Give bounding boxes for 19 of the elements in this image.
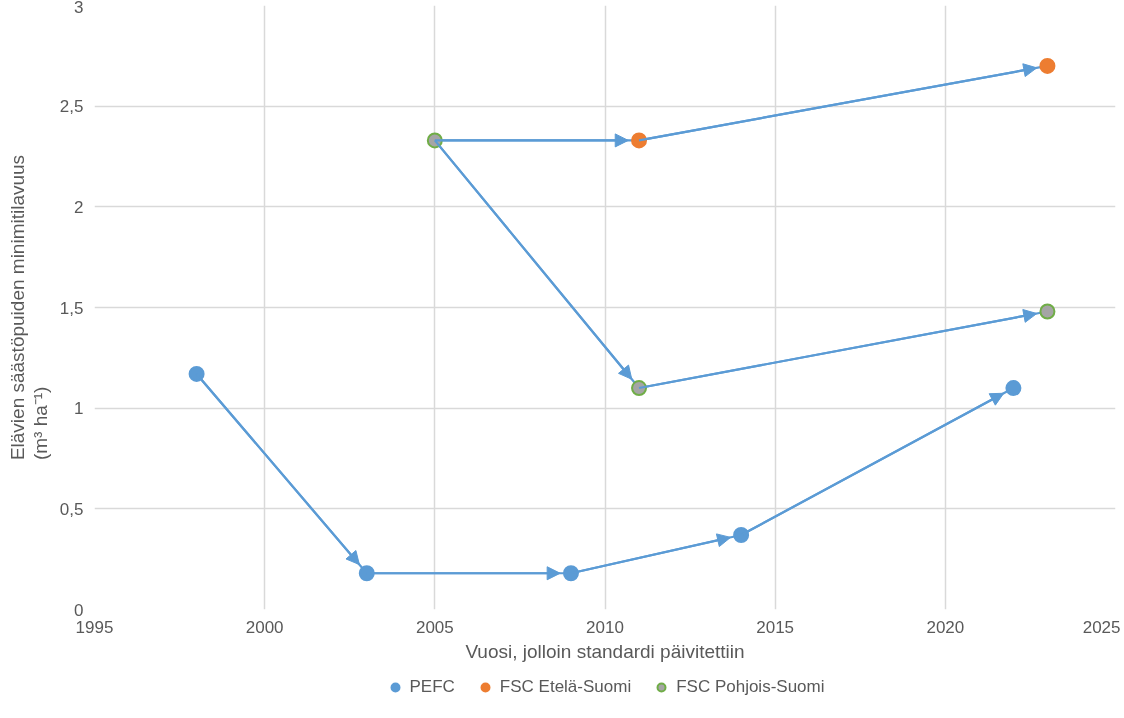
legend-label: FSC Pohjois-Suomi bbox=[676, 677, 825, 697]
y-tick-label: 3 bbox=[74, 0, 84, 17]
x-tick-label: 2010 bbox=[586, 617, 624, 637]
y-tick-label: 2,5 bbox=[59, 97, 84, 117]
x-tick-label: 2025 bbox=[1082, 617, 1121, 637]
x-tick-label: 2000 bbox=[245, 617, 284, 637]
x-tick-label: 2020 bbox=[926, 617, 965, 637]
x-tick-label: 2015 bbox=[756, 617, 795, 637]
y-tick-label: 1 bbox=[74, 399, 84, 419]
x-tick-label: 1995 bbox=[75, 617, 114, 637]
x-tick-label: 2005 bbox=[415, 617, 454, 637]
y-axis-title: Elävien säästöpuiden minimitilavuus (m³ ha⁻¹) bbox=[7, 154, 52, 461]
legend-label: FSC Etelä-Suomi bbox=[499, 677, 632, 697]
y-tick-label: 0,5 bbox=[59, 499, 84, 519]
y-tick-label: 1,5 bbox=[59, 298, 84, 318]
x-axis-title: Vuosi, jolloin standardi päivitettiin bbox=[465, 640, 745, 662]
y-tick-label: 2 bbox=[74, 197, 84, 217]
legend-label: PEFC bbox=[409, 677, 455, 697]
y-tick-label: 0 bbox=[74, 600, 84, 620]
